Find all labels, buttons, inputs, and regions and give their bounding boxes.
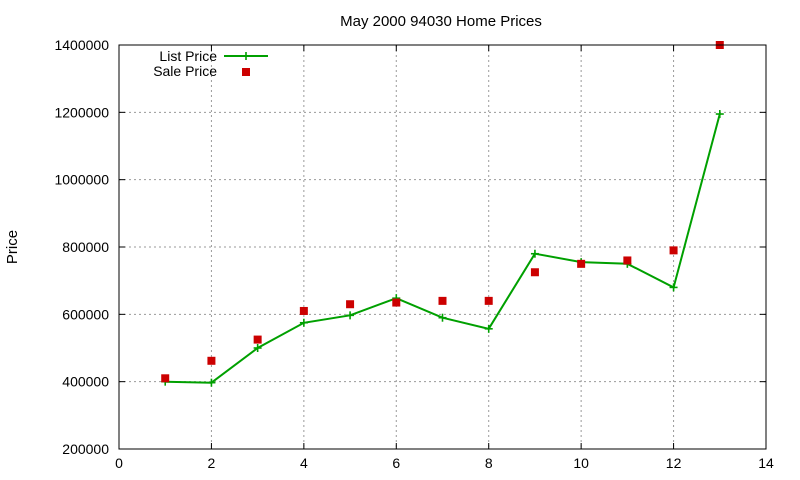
plot-series xyxy=(161,41,724,387)
sale-price-point xyxy=(299,306,308,315)
grid xyxy=(119,45,766,449)
y-tick-label: 1200000 xyxy=(54,104,109,120)
y-tick-label: 400000 xyxy=(62,374,109,390)
sale-price-point xyxy=(392,298,401,307)
legend-sample-list-price xyxy=(224,52,268,60)
list-price-point xyxy=(207,378,216,387)
list-price-point xyxy=(530,249,539,258)
y-axis-label: Price xyxy=(4,230,21,264)
x-tick-label: 0 xyxy=(115,455,123,471)
axis-ticks: 0 2 4 6 8 10 12 14 200000 400000 600000 800000 10000… xyxy=(54,37,774,471)
x-tick-label: 2 xyxy=(208,455,216,471)
list-price-line xyxy=(165,113,721,384)
x-tick-label: 4 xyxy=(300,455,308,471)
sale-price-point xyxy=(484,296,493,305)
y-tick-label: 1000000 xyxy=(54,172,109,188)
legend-sample-sale-price xyxy=(242,68,250,76)
legend: List Price Sale Price xyxy=(153,48,268,79)
y-tick-label: 800000 xyxy=(62,239,109,255)
sale-price-point xyxy=(669,246,678,255)
y-tick-label: 1400000 xyxy=(54,37,109,53)
x-tick-label: 10 xyxy=(573,455,589,471)
sale-price-point xyxy=(530,268,539,277)
sale-price-point xyxy=(623,256,632,265)
list-price-point xyxy=(438,313,447,322)
list-price-point xyxy=(299,318,308,327)
sale-price-point xyxy=(346,300,355,309)
y-tick-label: 600000 xyxy=(62,306,109,322)
sale-price-point xyxy=(253,335,262,344)
x-tick-label: 14 xyxy=(758,455,774,471)
legend-marker-sale-price xyxy=(242,68,250,76)
plot-frame xyxy=(118,44,767,450)
y-tick-label: 200000 xyxy=(62,441,109,457)
chart-title: May 2000 94030 Home Prices xyxy=(340,13,542,30)
x-tick-label: 6 xyxy=(392,455,400,471)
list-price-point xyxy=(346,311,355,320)
sale-price-point xyxy=(577,259,586,268)
x-tick-label: 8 xyxy=(485,455,493,471)
sale-price-point xyxy=(207,356,216,365)
list-price-point xyxy=(253,344,262,352)
x-tick-label: 12 xyxy=(666,455,682,471)
sale-price-point xyxy=(161,374,170,383)
legend-marker-list-price xyxy=(242,52,250,60)
list-price-point xyxy=(484,324,493,333)
list-price-point xyxy=(715,110,724,119)
sale-price-point xyxy=(438,296,447,305)
list-price-point xyxy=(669,283,678,292)
legend-label-sale-price: Sale Price xyxy=(153,63,217,79)
legend-label-list-price: List Price xyxy=(159,48,217,64)
